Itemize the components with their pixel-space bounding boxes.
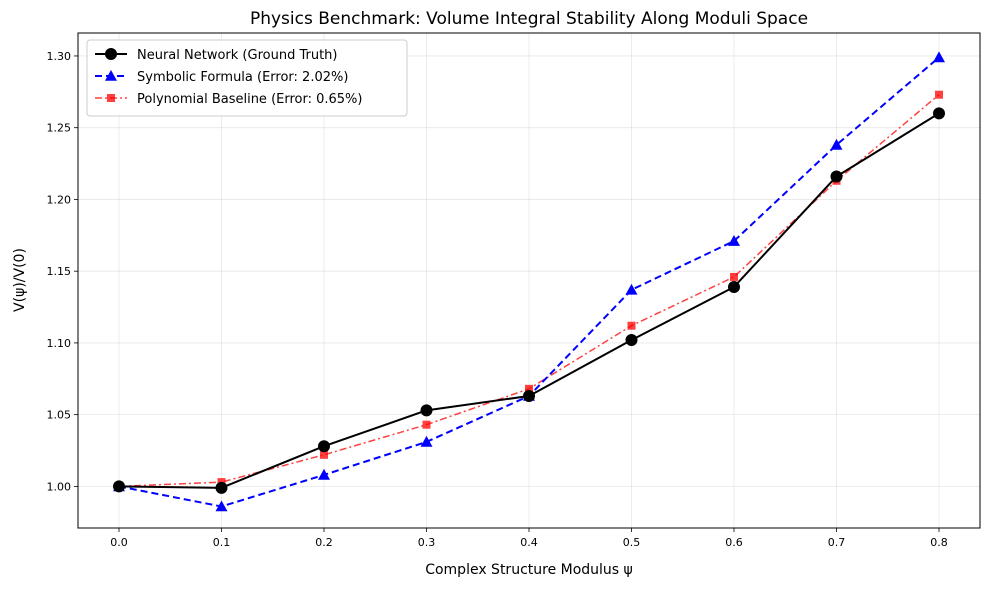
y-tick-label: 1.05 <box>47 409 72 422</box>
data-point <box>625 334 638 347</box>
data-point <box>627 321 636 330</box>
data-point <box>935 90 943 99</box>
legend-swatch-marker <box>105 48 117 60</box>
data-point <box>318 440 330 453</box>
axis-ticks: 0.0 0.1 0.2 0.3 0.4 0.5 0.6 0.7 0.8 1.00 1.05 1.10 1… <box>47 50 948 549</box>
data-point <box>730 272 738 281</box>
y-tick-label: 1.25 <box>47 122 72 135</box>
legend-entry-2: Polynomial Baseline (Error: 0.65%) <box>95 92 362 107</box>
legend-label: Symbolic Formula (Error: 2.02%) <box>137 70 348 85</box>
x-tick-label: 0.8 <box>930 536 948 549</box>
series-0 <box>113 107 945 494</box>
legend-entry-1: Symbolic Formula (Error: 2.02%) <box>95 70 348 85</box>
data-point <box>420 404 433 417</box>
x-tick-label: 0.3 <box>418 536 436 549</box>
series-layer <box>113 51 945 512</box>
data-point <box>215 500 228 512</box>
data-point <box>830 138 843 150</box>
legend-swatch-marker <box>107 94 115 102</box>
y-axis-title: V(ψ)/V(0) <box>12 248 28 312</box>
legend-entry-0: Neural Network (Ground Truth) <box>95 48 337 63</box>
x-tick-label: 0.1 <box>213 536 231 549</box>
data-point <box>728 280 740 293</box>
data-point <box>625 283 638 295</box>
x-tick-label: 0.4 <box>520 536 538 549</box>
data-point <box>728 235 740 246</box>
data-point <box>525 384 533 393</box>
data-point <box>830 170 843 183</box>
y-tick-label: 1.10 <box>47 337 72 350</box>
legend-label: Neural Network (Ground Truth) <box>137 48 337 63</box>
data-point <box>933 51 945 63</box>
y-tick-label: 1.15 <box>47 265 72 278</box>
legend-frame <box>86 39 408 117</box>
data-point <box>422 420 431 429</box>
x-axis-title: Complex Structure Modulus ψ <box>425 562 633 578</box>
x-tick-label: 0.7 <box>828 536 846 549</box>
x-tick-label: 0.6 <box>725 536 743 549</box>
y-tick-label: 1.00 <box>47 480 72 493</box>
chart-title: Physics Benchmark: Volume Integral Stabi… <box>250 9 808 29</box>
y-tick-label: 1.30 <box>47 50 72 63</box>
data-point <box>420 435 433 447</box>
x-tick-label: 0.5 <box>623 536 641 549</box>
data-point <box>318 468 330 480</box>
data-point <box>933 107 945 120</box>
legend: Neural Network (Ground Truth) Symbolic Fo… <box>86 39 408 117</box>
data-point <box>113 480 125 493</box>
legend-label: Polynomial Baseline (Error: 0.65%) <box>137 92 362 107</box>
data-point <box>215 481 228 494</box>
legend-swatch-marker <box>105 70 117 81</box>
y-tick-label: 1.20 <box>47 193 72 206</box>
data-point <box>523 390 535 402</box>
x-tick-label: 0.2 <box>315 536 333 549</box>
data-point <box>320 450 328 459</box>
x-tick-label: 0.0 <box>110 536 128 549</box>
